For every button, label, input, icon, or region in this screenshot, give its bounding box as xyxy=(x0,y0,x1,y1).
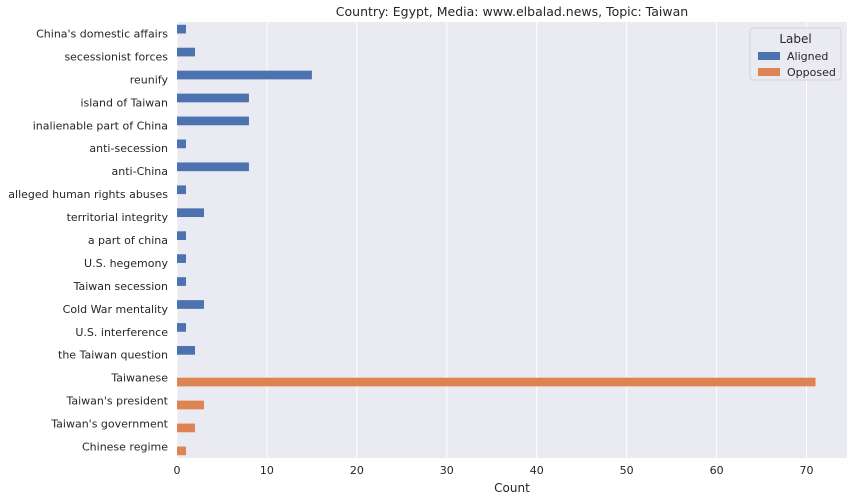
category-label: secessionist forces xyxy=(64,50,168,63)
x-tick-labels: 0 10 20 30 40 50 60 70 xyxy=(174,464,814,477)
legend: Label Aligned Opposed xyxy=(749,27,842,81)
category-labels: China's domestic affairs secessionist for… xyxy=(8,27,168,453)
bar-aligned xyxy=(177,47,195,57)
category-label: Taiwanese xyxy=(110,372,168,385)
bar-aligned xyxy=(177,24,186,34)
x-tick-label: 50 xyxy=(620,464,634,477)
bar-aligned xyxy=(177,116,249,126)
chart-title: Country: Egypt, Media: www.elbalad.news,… xyxy=(336,4,688,19)
x-tick-label: 60 xyxy=(710,464,724,477)
x-tick-label: 0 xyxy=(174,464,181,477)
gridlines xyxy=(176,22,808,458)
category-label: anti-China xyxy=(112,165,168,178)
bar-opposed xyxy=(177,446,186,456)
legend-box xyxy=(749,27,842,81)
category-label: alleged human rights abuses xyxy=(8,188,168,201)
bar-opposed xyxy=(177,400,204,410)
x-tick-label: 20 xyxy=(350,464,364,477)
bar-opposed xyxy=(177,377,816,387)
bar-opposed xyxy=(177,423,195,433)
bar-aligned xyxy=(177,70,312,80)
legend-title: Label xyxy=(779,32,811,46)
category-label: U.S. hegemony xyxy=(84,257,168,270)
plot-area xyxy=(177,22,847,458)
category-label: U.S. interference xyxy=(75,326,168,339)
category-label: island of Taiwan xyxy=(80,96,168,109)
category-label: a part of china xyxy=(88,234,168,247)
category-label: the Taiwan question xyxy=(58,349,168,362)
category-label: reunify xyxy=(130,73,169,86)
x-tick-label: 70 xyxy=(800,464,814,477)
x-tick-label: 10 xyxy=(260,464,274,477)
legend-label-aligned: Aligned xyxy=(787,50,828,63)
legend-swatch-aligned xyxy=(758,52,780,60)
bar-aligned xyxy=(177,231,186,240)
bar-aligned xyxy=(177,323,186,332)
category-label: Taiwan's president xyxy=(65,395,168,408)
category-label: Chinese regime xyxy=(82,441,168,454)
x-axis-label: Count xyxy=(494,481,530,495)
x-tick-label: 30 xyxy=(440,464,454,477)
category-label: Cold War mentality xyxy=(63,303,169,316)
category-label: China's domestic affairs xyxy=(36,27,168,40)
category-label: territorial integrity xyxy=(67,211,169,224)
category-label: anti-secession xyxy=(89,142,168,155)
bar-aligned xyxy=(177,139,186,149)
bar-aligned xyxy=(177,162,249,172)
bar-aligned xyxy=(177,208,204,218)
bar-aligned xyxy=(177,254,186,263)
x-tick-label: 40 xyxy=(530,464,544,477)
bar-aligned xyxy=(177,346,195,355)
bars xyxy=(177,24,816,456)
category-label: inalienable part of China xyxy=(33,119,168,132)
category-label: Taiwan's government xyxy=(50,418,168,431)
bar-aligned xyxy=(177,93,249,103)
bar-aligned xyxy=(177,300,204,309)
category-label: Taiwan secession xyxy=(73,280,168,293)
bar-aligned xyxy=(177,185,186,195)
legend-label-opposed: Opposed xyxy=(787,66,836,79)
legend-swatch-opposed xyxy=(758,68,780,76)
bar-aligned xyxy=(177,277,186,286)
